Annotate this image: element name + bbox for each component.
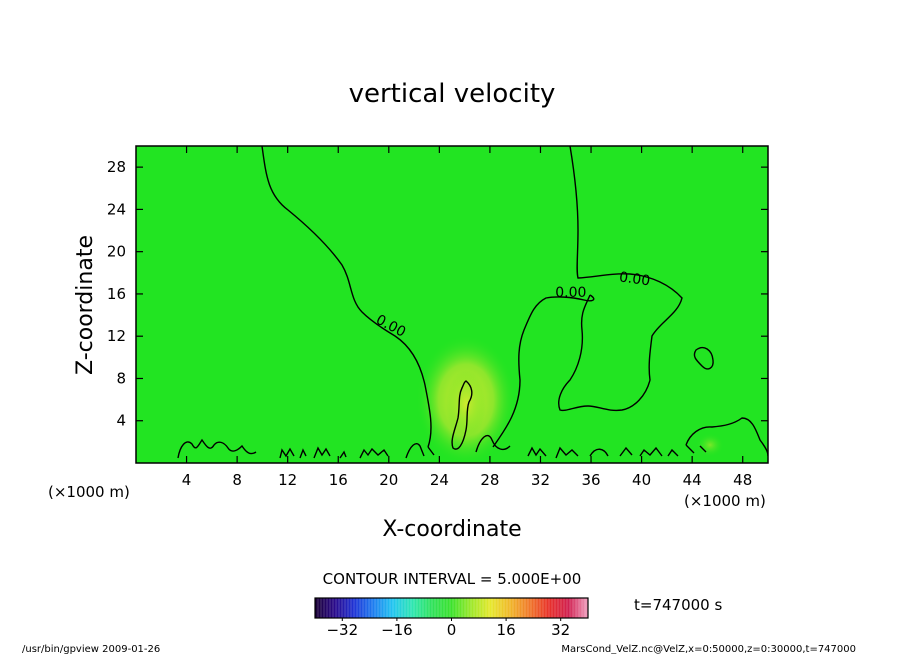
x-tick-label: 32: [531, 471, 550, 489]
footer-right: MarsCond_VelZ.nc@VelZ,x=0:50000,z=0:3000…: [561, 644, 856, 654]
x-tick-label: 48: [733, 471, 752, 489]
y-axis: 4 8 12 16 20 24 28: [107, 158, 768, 430]
y-tick-label: 20: [107, 243, 126, 261]
x-axis: 4 8 12 16 20 24 28 32 36 40 44 48: [182, 146, 752, 489]
colorbar-tick-label: 0: [447, 621, 457, 639]
contour-right: [558, 146, 683, 412]
x-tick-label: 24: [430, 471, 449, 489]
surface-cell: [696, 433, 724, 457]
plot-frame: [135, 145, 769, 464]
x-tick-label: 20: [379, 471, 398, 489]
colorbar-tick-label: 32: [551, 621, 570, 639]
contour-label: 0.00: [618, 269, 651, 289]
zero-contours: [177, 146, 768, 459]
contour-cell-surface: [685, 417, 768, 457]
y-tick-label: 16: [107, 285, 126, 303]
plot-area: 0.000.000.00: [136, 146, 768, 463]
x-tick-label: 44: [683, 471, 702, 489]
x-unit-right: (×1000 m): [684, 492, 766, 510]
x-tick-label: 4: [182, 471, 192, 489]
time-label: t=747000 s: [634, 596, 722, 614]
x-tick-label: 12: [278, 471, 297, 489]
x-tick-label: 8: [232, 471, 242, 489]
colorbar-ticks: −32 −16 0 16 32: [326, 618, 570, 639]
chart-title: vertical velocity: [349, 79, 556, 109]
y-tick-label: 12: [107, 327, 126, 345]
footer-left: /usr/bin/gpview 2009-01-26: [22, 644, 160, 654]
colorbar: −32 −16 0 16 32: [314, 597, 589, 639]
colorbar-stripes: [317, 598, 586, 618]
colorbar-tick-label: −16: [381, 621, 413, 639]
x-tick-label: 36: [581, 471, 600, 489]
colorbar-tick-label: −32: [326, 621, 358, 639]
updraft-core: [446, 370, 486, 440]
contour-surface-noise: [177, 434, 679, 459]
y-tick-label: 24: [107, 200, 126, 218]
y-tick-label: 8: [116, 369, 126, 387]
contour-middle: [427, 294, 595, 456]
x-unit-left: (×1000 m): [48, 483, 130, 501]
colorbar-tick-label: 16: [497, 621, 516, 639]
contour-left: [261, 146, 432, 448]
x-axis-label: X-coordinate: [382, 517, 521, 542]
y-axis-label: Z-coordinate: [73, 235, 98, 375]
contour-label: 0.00: [555, 285, 586, 301]
colorbar-gradient: [315, 598, 588, 618]
y-tick-label: 4: [116, 412, 126, 430]
contour-interval: CONTOUR INTERVAL = 5.000E+00: [323, 570, 582, 588]
contour-cell-right: [693, 346, 714, 370]
x-tick-label: 40: [632, 471, 651, 489]
y-tick-label: 28: [107, 158, 126, 176]
contour-updraft: [451, 380, 473, 450]
x-tick-label: 16: [329, 471, 348, 489]
x-tick-label: 28: [480, 471, 499, 489]
